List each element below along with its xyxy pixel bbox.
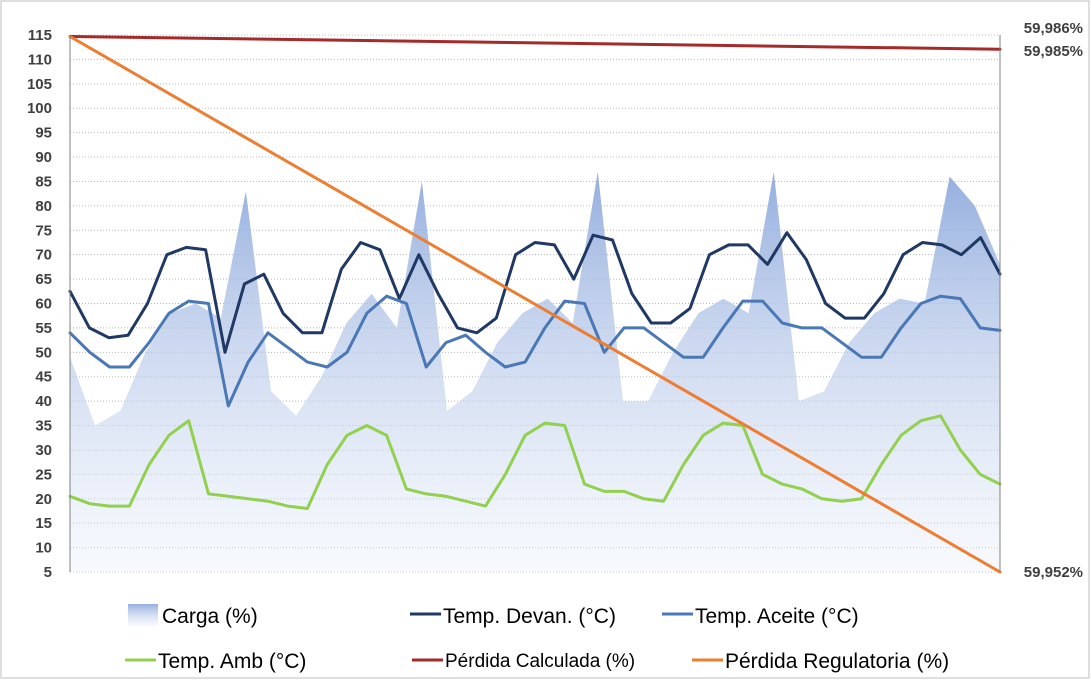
legend-item-perdida-regulatoria: Pérdida Regulatoria (%): [692, 650, 949, 673]
legend-item-temp-aceite: Temp. Aceite (°C): [662, 605, 859, 628]
legend-label-temp-aceite: Temp. Aceite (°C): [695, 605, 859, 628]
y-tick-label: 95: [35, 125, 52, 142]
y-tick-label: 40: [35, 393, 52, 410]
legend-item-perdida-calculada: Pérdida Calculada (%): [412, 651, 635, 672]
y-tick-label: 25: [35, 466, 52, 483]
series-line-temp-aceite-c: [68, 294, 1002, 408]
y-tick-label: 50: [35, 344, 52, 361]
y-tick-label: 20: [35, 491, 52, 508]
y-tick-label: 90: [35, 149, 52, 166]
y2-label-second: 59,985%: [1024, 43, 1083, 60]
y2-label-bottom: 59,952%: [1024, 564, 1083, 581]
series-line-temp-amb-c: [68, 414, 1002, 510]
secondary-axis-labels: 59,986% 59,985% 59,952%: [1024, 20, 1083, 581]
legend-swatch-carga: [128, 604, 158, 626]
y-axis: 5 10 15 20 25 30 35 40 45 50 55 60 65 70 75 80 85 90 95 100…: [27, 27, 1001, 581]
y-tick-label: 105: [27, 76, 52, 93]
series-area-carga: [70, 171, 1000, 572]
y2-label-top: 59,986%: [1024, 20, 1083, 37]
y-tick-label: 65: [35, 271, 52, 288]
y-tick-label: 75: [35, 222, 52, 239]
line-series-layer: [68, 35, 1002, 574]
series-line-temp-devan-c: [68, 231, 1002, 354]
legend-label-perdida-calculada: Pérdida Calculada (%): [445, 651, 635, 672]
legend-label-temp-amb: Temp. Amb (°C): [158, 650, 306, 673]
y-tick-label: 35: [35, 418, 52, 435]
legend-item-temp-amb: Temp. Amb (°C): [125, 650, 306, 673]
y-tick-label: 100: [27, 100, 52, 117]
legend-item-carga: Carga (%): [128, 604, 258, 628]
y-tick-label: 60: [35, 296, 52, 313]
series-line-perdida-regulatoria: [68, 35, 1002, 574]
legend-label-temp-devan: Temp. Devan. (°C): [443, 605, 616, 628]
y-tick-label: 80: [35, 198, 52, 215]
y-tick-label: 85: [35, 173, 52, 190]
y-tick-label: 55: [35, 320, 52, 337]
y-tick-label: 30: [35, 442, 52, 459]
y-tick-label: 110: [28, 51, 52, 68]
legend-label-carga: Carga (%): [162, 605, 258, 628]
y-tick-label: 115: [28, 27, 52, 44]
area-series-layer: [70, 171, 1000, 572]
y-tick-label: 70: [35, 247, 52, 264]
y-tick-label: 5: [44, 564, 52, 581]
legend-label-perdida-regulatoria: Pérdida Regulatoria (%): [725, 650, 949, 673]
y-tick-label: 10: [35, 540, 52, 557]
y-tick-label: 15: [35, 515, 52, 532]
y-tick-label: 45: [35, 369, 52, 386]
legend-item-temp-devan: Temp. Devan. (°C): [410, 605, 616, 628]
series-line-perdida-calculada: [68, 35, 1002, 51]
legend: Carga (%) Temp. Devan. (°C) Temp. Aceite…: [125, 604, 949, 673]
